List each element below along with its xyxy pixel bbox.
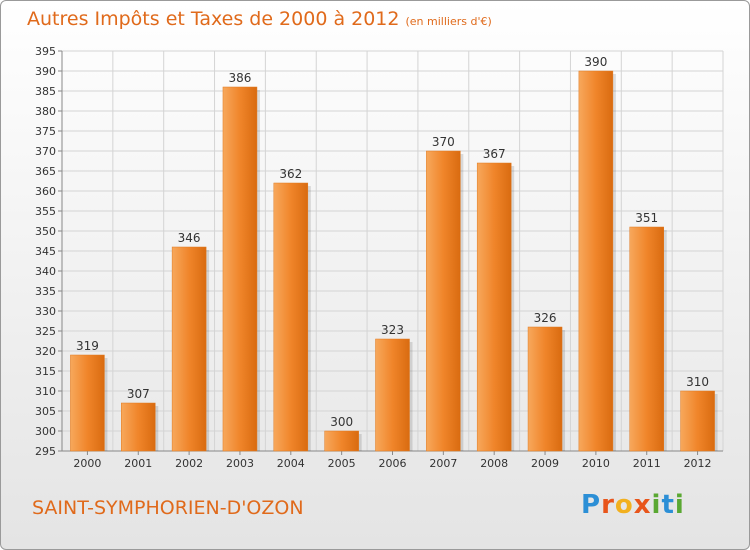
label-layer: 319 307 346 386 362 300 323 370 367 326 390 351 310 (76, 55, 709, 429)
bar-value-label: 346 (178, 231, 201, 245)
bar-2012 (680, 390, 715, 452)
y-tick-label: 360 (35, 185, 56, 198)
logo-letter: i (651, 490, 662, 520)
bar-value-label: 307 (127, 387, 150, 401)
chart-title-text: Autres Impôts et Taxes de 2000 à 2012 (27, 8, 400, 30)
y-tick-label: 340 (35, 265, 56, 278)
bar-2002 (171, 246, 207, 452)
y-tick-label: 370 (35, 145, 56, 158)
bar-2009 (527, 326, 563, 452)
bar-2008 (476, 162, 512, 452)
x-tick-label: 2007 (429, 457, 457, 470)
x-tick-label: 2004 (277, 457, 305, 470)
bar-value-label: 351 (635, 211, 658, 225)
x-tick-label: 2006 (379, 457, 407, 470)
bar-2000 (70, 354, 105, 452)
bar-2010 (578, 70, 614, 452)
x-tick-label: 2002 (175, 457, 203, 470)
bar-2001 (121, 402, 156, 452)
bar-layer (70, 70, 718, 452)
bar-2006 (375, 338, 410, 452)
bar-value-label: 300 (330, 415, 353, 429)
bar-value-label: 370 (432, 135, 455, 149)
x-tick-label: 2001 (124, 457, 152, 470)
logo-letter: t (661, 490, 675, 520)
y-tick-label: 375 (35, 125, 56, 138)
x-tick-label: 2012 (684, 457, 712, 470)
logo-letter: o (614, 490, 634, 520)
x-tick-label: 2003 (226, 457, 254, 470)
logo-letter: x (633, 490, 652, 520)
y-tick-label: 305 (35, 405, 56, 418)
x-tick-label: 2011 (633, 457, 661, 470)
proxiti-logo: Proxiti (581, 490, 685, 520)
y-tick-label: 310 (35, 385, 56, 398)
bar-value-label: 362 (279, 167, 302, 181)
bar-value-label: 326 (534, 311, 557, 325)
y-tick-label: 315 (35, 365, 56, 378)
x-tick-label: 2009 (531, 457, 559, 470)
y-tick-label: 385 (35, 85, 56, 98)
y-tick-label: 295 (35, 445, 56, 458)
bar-value-label: 323 (381, 323, 404, 337)
bar-2007 (426, 150, 461, 452)
logo-letter: P (581, 490, 602, 520)
bar-2003 (222, 86, 258, 452)
x-tick-label: 2000 (73, 457, 101, 470)
logo-letter: i (674, 490, 685, 520)
commune-name: SAINT-SYMPHORIEN-D'OZON (32, 497, 304, 519)
y-tick-label: 300 (35, 425, 56, 438)
x-tick-label: 2010 (582, 457, 610, 470)
y-tick-label: 320 (35, 345, 56, 358)
x-tick-label: 2008 (480, 457, 508, 470)
x-tick-label: 2005 (328, 457, 356, 470)
y-tick-label: 355 (35, 205, 56, 218)
bar-value-label: 386 (229, 71, 252, 85)
y-tick-label: 365 (35, 165, 56, 178)
y-tick-label: 395 (35, 45, 56, 58)
bar-value-label: 390 (584, 55, 607, 69)
bar-2004 (273, 182, 309, 452)
bar-value-label: 367 (483, 147, 506, 161)
bar-2005 (324, 430, 359, 452)
chart-subtitle: (en milliers d'€) (405, 15, 492, 28)
y-tick-label: 380 (35, 105, 56, 118)
y-tick-label: 345 (35, 245, 56, 258)
y-tick-label: 330 (35, 305, 56, 318)
logo-letter: r (601, 490, 615, 520)
y-tick-label: 350 (35, 225, 56, 238)
bar-value-label: 310 (686, 375, 709, 389)
y-tick-label: 335 (35, 285, 56, 298)
chart-title: Autres Impôts et Taxes de 2000 à 2012 (en… (27, 8, 492, 30)
y-tick-label: 325 (35, 325, 56, 338)
bar-2011 (629, 226, 664, 452)
bar-value-label: 319 (76, 339, 99, 353)
y-tick-label: 390 (35, 65, 56, 78)
